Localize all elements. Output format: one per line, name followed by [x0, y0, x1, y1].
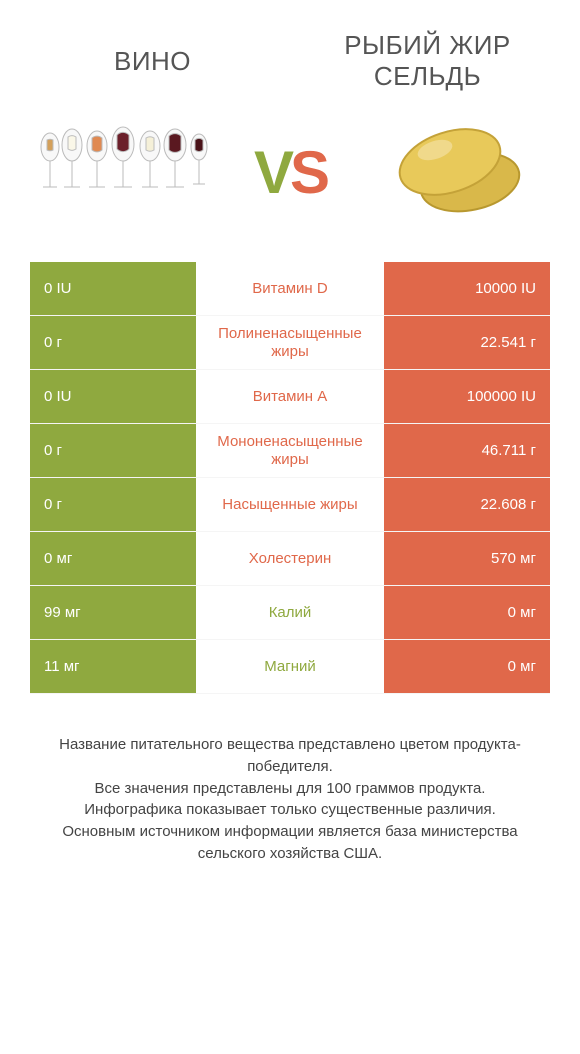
right-product-image	[370, 112, 550, 232]
left-product-image	[30, 112, 210, 232]
left-value-cell: 0 г	[30, 316, 196, 369]
table-row: 11 мгМагний0 мг	[30, 640, 550, 694]
nutrient-label: Витамин A	[196, 370, 383, 423]
right-value-cell: 22.608 г	[384, 478, 550, 531]
right-value-cell: 10000 IU	[384, 262, 550, 315]
footer-line: Название питательного вещества представл…	[30, 734, 550, 778]
right-value-cell: 570 мг	[384, 532, 550, 585]
left-product-title: ВИНО	[40, 46, 265, 77]
right-value-cell: 22.541 г	[384, 316, 550, 369]
header: ВИНО РЫБИЙ ЖИР СЕЛЬДЬ	[0, 0, 580, 102]
left-value-cell: 0 IU	[30, 370, 196, 423]
nutrient-label: Магний	[196, 640, 383, 693]
nutrient-label: Насыщенные жиры	[196, 478, 383, 531]
left-value-cell: 99 мг	[30, 586, 196, 639]
footer-line: Инфографика показывает только существенн…	[30, 799, 550, 821]
nutrient-label: Мононенасыщенные жиры	[196, 424, 383, 477]
table-row: 99 мгКалий0 мг	[30, 586, 550, 640]
wine-glasses-icon	[30, 117, 210, 227]
fish-oil-capsule-icon	[380, 112, 540, 232]
nutrient-label: Полиненасыщенные жиры	[196, 316, 383, 369]
table-row: 0 гПолиненасыщенные жиры22.541 г	[30, 316, 550, 370]
table-row: 0 мгХолестерин570 мг	[30, 532, 550, 586]
right-product-title: РЫБИЙ ЖИР СЕЛЬДЬ	[315, 30, 540, 92]
vs-s: S	[290, 139, 326, 206]
vs-v: V	[254, 139, 290, 206]
table-row: 0 IUВитамин A100000 IU	[30, 370, 550, 424]
left-value-cell: 0 IU	[30, 262, 196, 315]
footer-line: Все значения представлены для 100 граммо…	[30, 778, 550, 800]
nutrient-label: Холестерин	[196, 532, 383, 585]
right-value-cell: 0 мг	[384, 640, 550, 693]
nutrient-label: Витамин D	[196, 262, 383, 315]
right-value-cell: 0 мг	[384, 586, 550, 639]
left-value-cell: 0 г	[30, 478, 196, 531]
left-value-cell: 0 г	[30, 424, 196, 477]
comparison-table: 0 IUВитамин D10000 IU0 гПолиненасыщенные…	[0, 262, 580, 694]
nutrient-label: Калий	[196, 586, 383, 639]
vs-row: VS	[0, 102, 580, 262]
table-row: 0 гМононенасыщенные жиры46.711 г	[30, 424, 550, 478]
table-row: 0 гНасыщенные жиры22.608 г	[30, 478, 550, 532]
table-row: 0 IUВитамин D10000 IU	[30, 262, 550, 316]
footer-line: Основным источником информации является …	[30, 821, 550, 865]
left-value-cell: 0 мг	[30, 532, 196, 585]
left-value-cell: 11 мг	[30, 640, 196, 693]
footer-notes: Название питательного вещества представл…	[0, 694, 580, 865]
right-value-cell: 100000 IU	[384, 370, 550, 423]
right-value-cell: 46.711 г	[384, 424, 550, 477]
vs-label: VS	[254, 138, 326, 207]
